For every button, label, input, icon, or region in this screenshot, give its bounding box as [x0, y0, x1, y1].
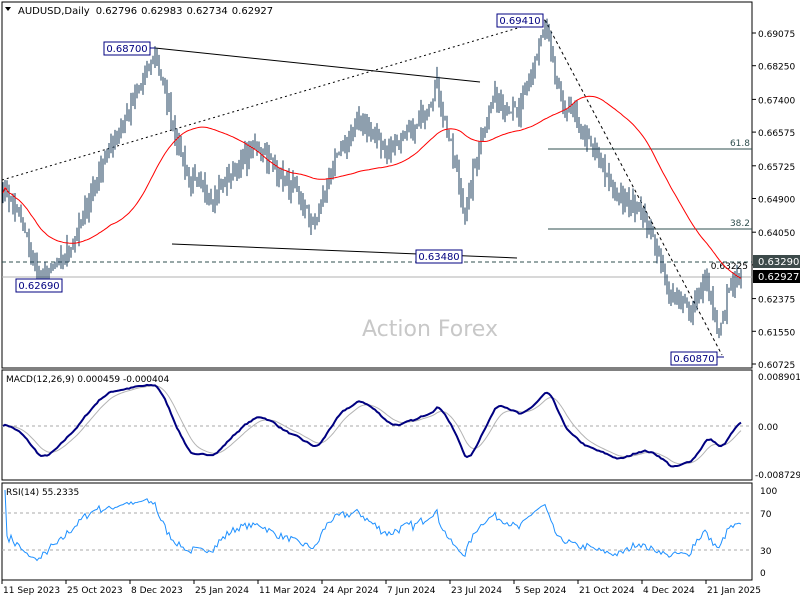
- macd-tick-bottom: -0.008729: [755, 471, 800, 481]
- date-tick-label: 5 Sep 2024: [515, 586, 567, 596]
- macd-signal-line: [2, 385, 742, 465]
- resistance-price-badge: [753, 255, 800, 268]
- date-tick-label: 25 Oct 2023: [67, 586, 123, 596]
- fib-618-label: 61.8: [730, 139, 750, 149]
- rsi-tick-30: 30: [760, 547, 772, 557]
- date-tick-label: 4 Dec 2024: [643, 586, 695, 596]
- price-tick-label: 0.64050: [758, 229, 795, 239]
- macd-legend: MACD(12,26,9) 0.000459 -0.000404: [6, 375, 169, 385]
- current-price-text: 0.62927: [758, 272, 799, 283]
- date-tick-label: 21 Oct 2024: [579, 586, 635, 596]
- date-tick-label: 25 Jan 2024: [195, 586, 249, 596]
- svg-text:0.68700: 0.68700: [106, 44, 147, 55]
- label-0.68700: 0.68700: [103, 41, 155, 56]
- rsi-tick-0: 0: [760, 569, 766, 579]
- collapse-triangle-icon[interactable]: [5, 7, 11, 11]
- resistance-price-text: 0.63290: [758, 257, 799, 268]
- upper-trendline-dotted: [1, 19, 546, 181]
- high-value: 0.62983: [141, 6, 182, 17]
- close-value: 0.62927: [232, 6, 273, 17]
- price-pane: [1, 1, 753, 369]
- price-axis: 0.69075 0.68250 0.67400 0.66575 0.65725 0.649…: [711, 30, 796, 371]
- moving-average-line: [2, 95, 742, 279]
- symbol: AUDUSD,Daily: [18, 6, 90, 17]
- price-tick-label: 0.63225: [711, 262, 748, 272]
- chart-header: AUDUSD,Daily 0.62796 0.62983 0.62734 0.62927: [18, 6, 273, 17]
- label-0.69410: 0.69410: [496, 13, 544, 28]
- date-tick-label: 11 Sep 2023: [3, 586, 60, 596]
- label-0.62690: 0.62690: [15, 278, 63, 293]
- triangle-upper-line: [154, 47, 481, 83]
- svg-text:0.60870: 0.60870: [673, 354, 714, 365]
- date-tick-label: 21 Jan 2025: [707, 586, 761, 596]
- date-tick-label: 7 Jun 2024: [387, 586, 436, 596]
- open-value: 0.62796: [96, 6, 137, 17]
- macd-line: [2, 383, 742, 468]
- watermark: Action Forex: [362, 317, 498, 342]
- macd-tick-top: 0.008901: [758, 373, 800, 383]
- current-price-badge: [753, 270, 800, 283]
- low-value: 0.62734: [186, 6, 227, 17]
- price-tick-label: 0.68250: [758, 63, 795, 73]
- macd-pane: [1, 369, 753, 481]
- date-axis: 11 Sep 2023 25 Oct 2023 8 Dec 2023 25 Jan 2…: [1, 580, 761, 596]
- label-0.60870: 0.60870: [670, 351, 724, 366]
- label-0.63480: 0.63480: [415, 249, 463, 264]
- rsi-legend: RSI(14) 55.2335: [6, 488, 79, 498]
- rsi-tick-100: 100: [760, 487, 777, 497]
- rsi-pane: [1, 482, 753, 581]
- date-tick-label: 11 Mar 2024: [259, 586, 316, 596]
- date-tick-label: 8 Dec 2023: [131, 586, 183, 596]
- price-tick-label: 0.65725: [758, 163, 795, 173]
- price-tick-label: 0.64900: [758, 196, 795, 206]
- svg-text:0.69410: 0.69410: [499, 16, 540, 27]
- date-tick-label: 23 Jul 2024: [451, 586, 502, 596]
- price-tick-label: 0.60725: [758, 361, 795, 371]
- price-tick-label: 0.61550: [758, 328, 795, 338]
- fib-382-label: 38.2: [730, 219, 750, 229]
- price-tick-label: 0.67400: [758, 96, 795, 106]
- price-tick-label: 0.69075: [758, 30, 795, 40]
- svg-text:0.63480: 0.63480: [418, 252, 459, 263]
- date-tick-label: 24 Apr 2024: [323, 586, 379, 596]
- svg-text:0.62690: 0.62690: [18, 281, 59, 292]
- price-tick-label: 0.66575: [758, 129, 795, 139]
- rsi-tick-70: 70: [760, 510, 772, 520]
- macd-tick-zero: 0.00: [758, 423, 778, 433]
- price-tick-label: 0.62375: [758, 296, 795, 306]
- rsi-line: [4, 489, 742, 562]
